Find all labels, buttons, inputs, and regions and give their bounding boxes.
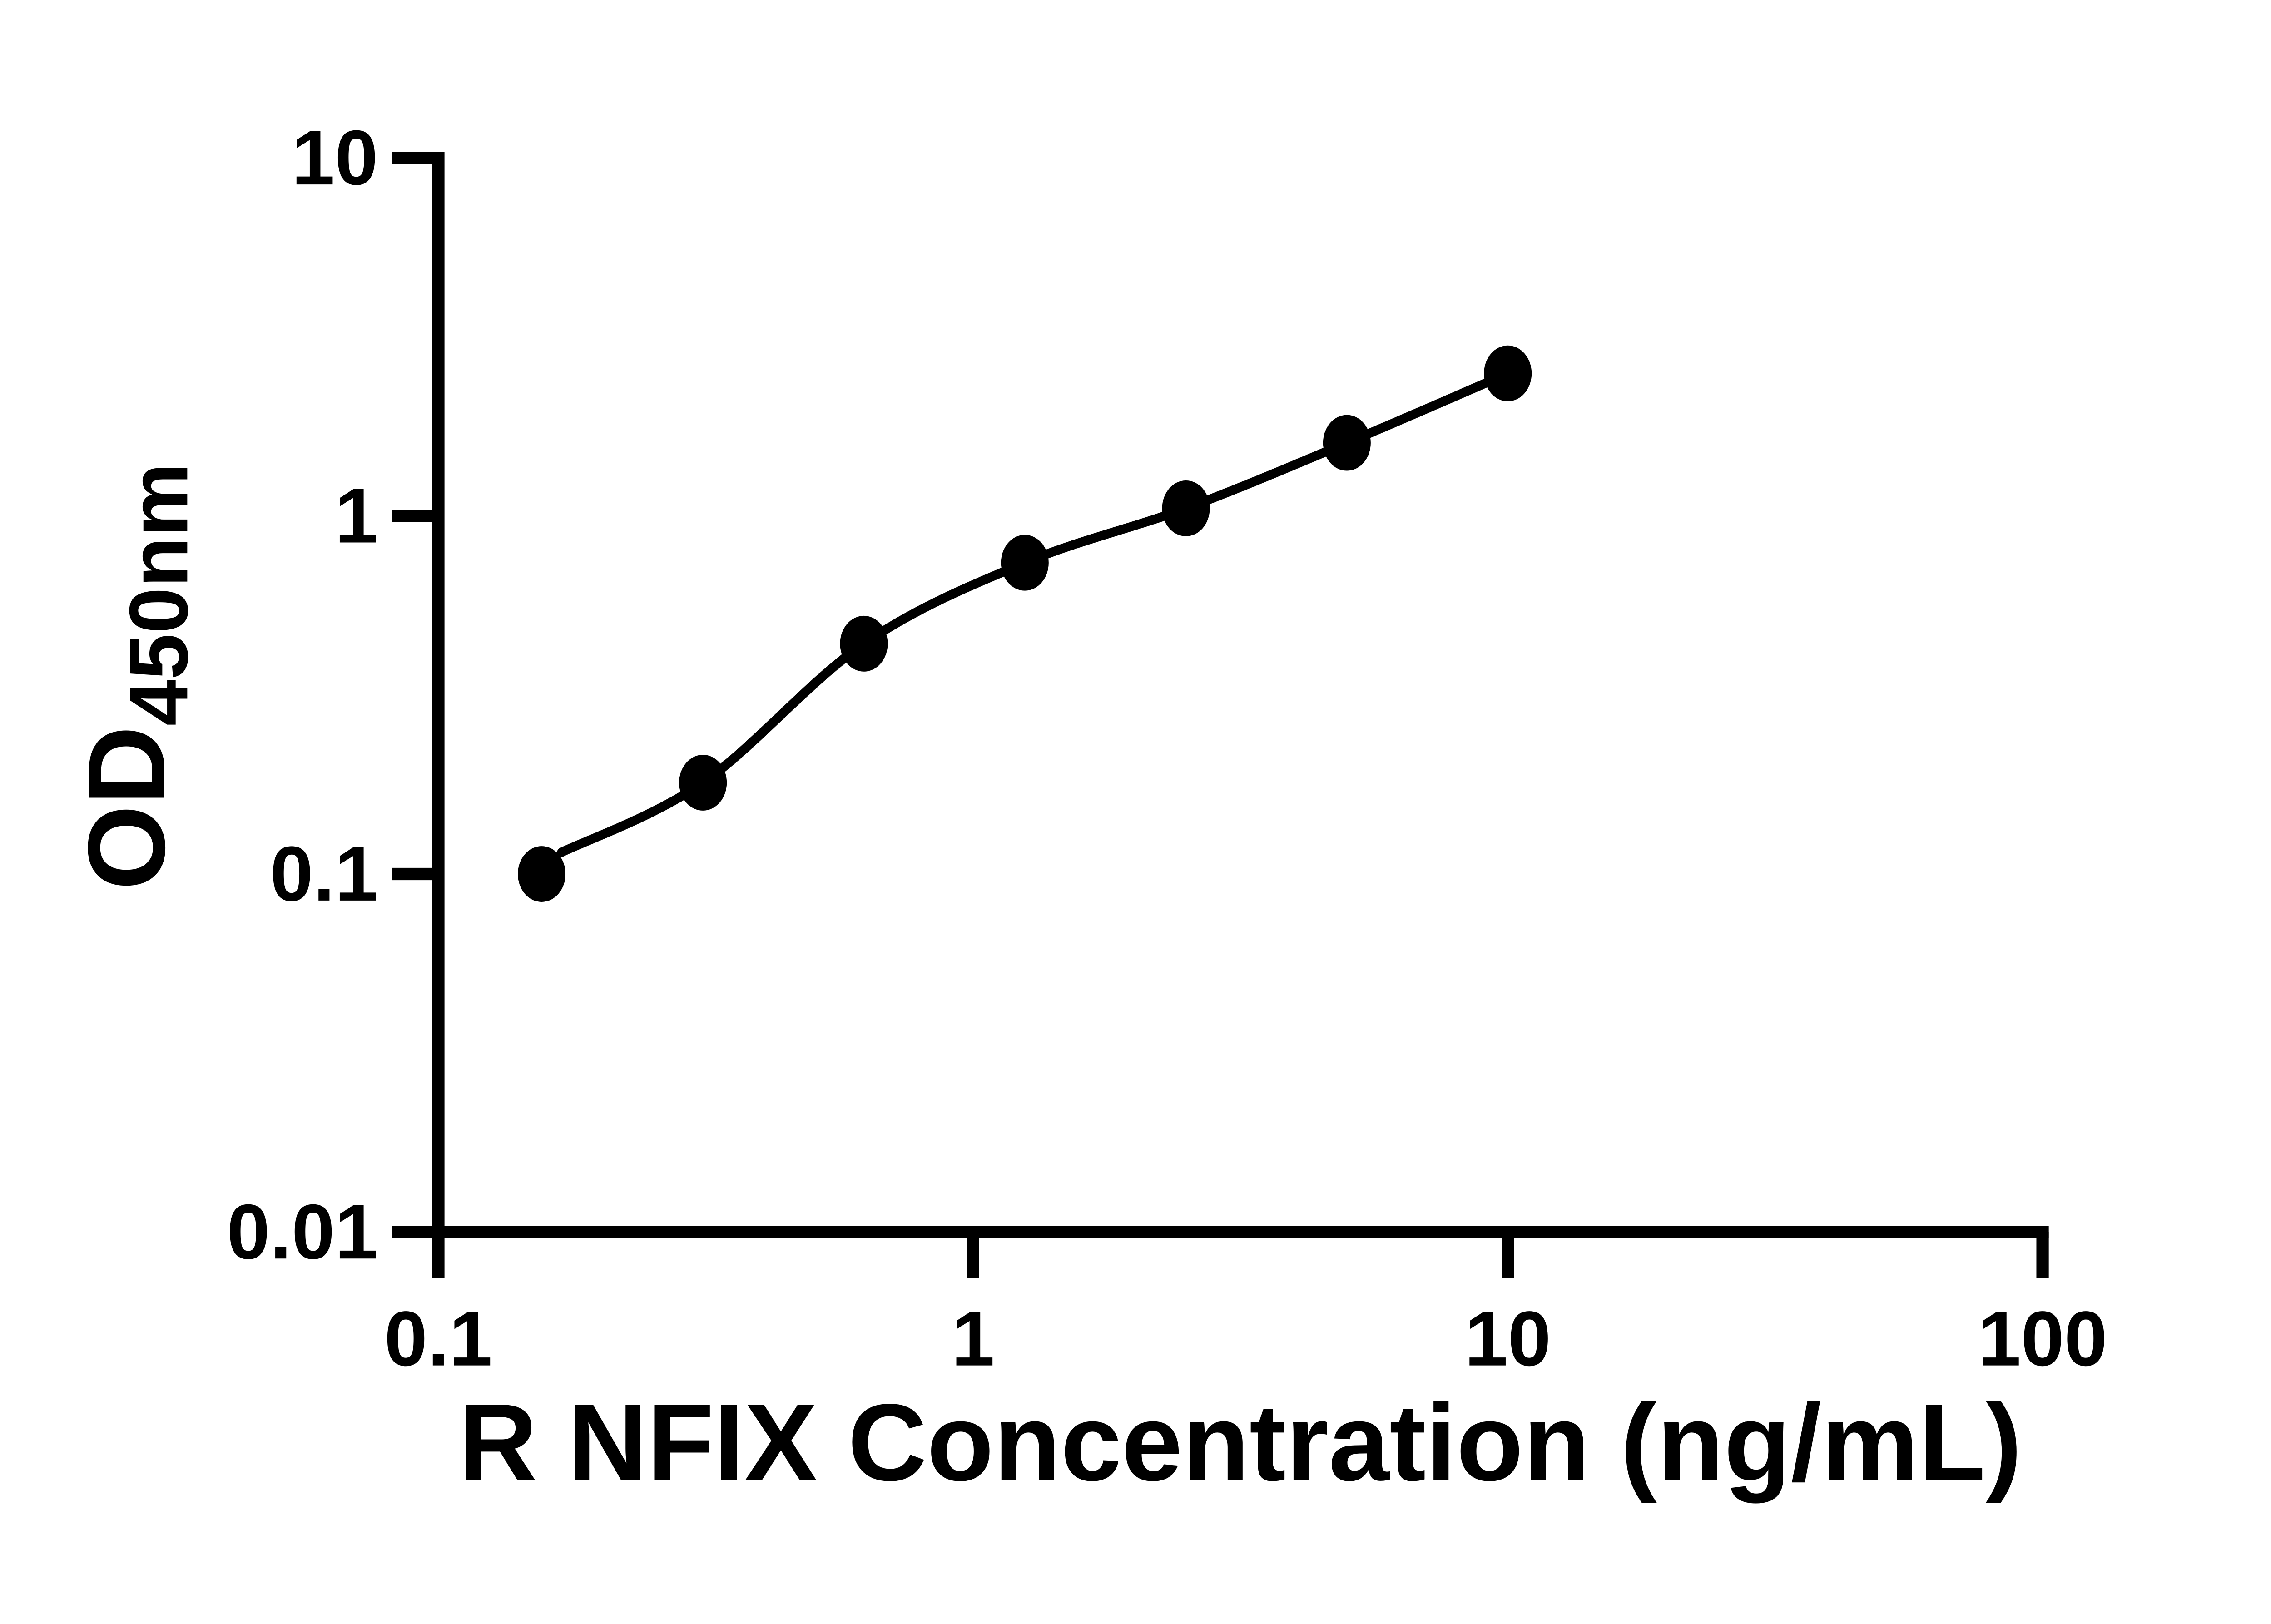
y-tick-label-0-1: 0.1 (270, 831, 378, 917)
data-point (679, 754, 727, 811)
x-tick-label-1: 1 (952, 1296, 995, 1382)
data-point (1162, 480, 1210, 536)
data-point (1001, 535, 1049, 591)
elisa-standard-curve-figure: 10 1 0.1 0.01 0.1 1 10 100 R NFIX Concen… (65, 114, 2107, 1504)
data-point (1323, 415, 1371, 471)
x-tick-label-100: 100 (1978, 1296, 2107, 1382)
x-axis-title: R NFIX Concentration (ng/mL) (458, 1381, 2022, 1504)
y-tick-label-0-01: 0.01 (227, 1188, 378, 1275)
data-point (840, 615, 888, 672)
data-point (518, 846, 566, 902)
x-tick-label-10: 10 (1465, 1296, 1551, 1382)
data-point (1484, 345, 1532, 401)
y-axis-title-main: OD (66, 726, 188, 890)
y-axis-title: OD450nm (66, 463, 205, 890)
y-tick-label-10: 10 (292, 114, 378, 201)
y-tick-label-1: 1 (335, 472, 378, 559)
x-tick-label-0-1: 0.1 (384, 1296, 492, 1382)
data-points-group (518, 345, 1532, 902)
y-axis-title-subscript: 450nm (112, 463, 205, 726)
chart-svg: 10 1 0.1 0.01 0.1 1 10 100 R NFIX Concen… (66, 114, 2107, 1504)
